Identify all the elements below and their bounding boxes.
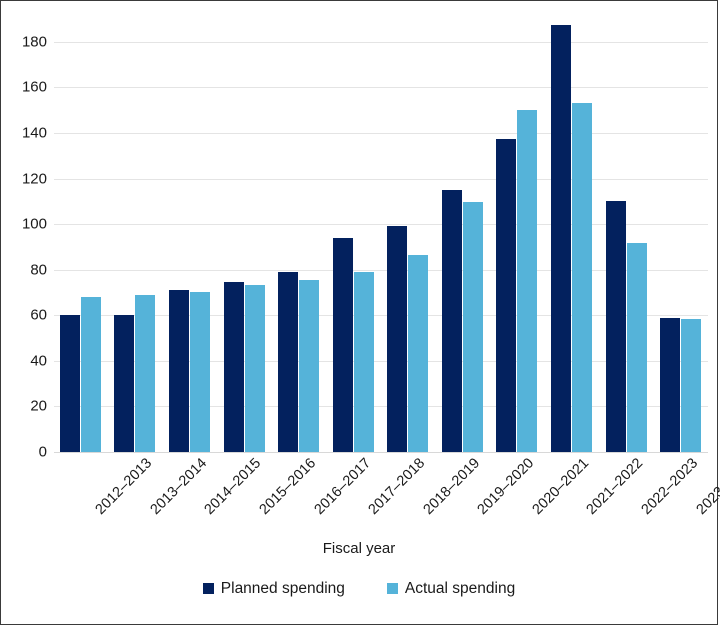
bar-group <box>544 19 599 452</box>
bar-planned-spending[interactable] <box>168 290 189 452</box>
plot-area <box>53 19 708 453</box>
bar-planned-spending[interactable] <box>387 226 408 452</box>
bar-planned-spending[interactable] <box>441 189 462 452</box>
x-axis-tick-cell: 2021–2022 <box>544 452 647 532</box>
bar-groups <box>53 19 708 452</box>
legend-label: Actual spending <box>404 580 516 597</box>
bar-group <box>162 19 217 452</box>
gridlines <box>53 19 708 453</box>
legend-swatch-icon <box>386 583 398 595</box>
x-axis-tick-cell: 2022–2023 <box>599 452 702 532</box>
bar-planned-spending[interactable] <box>550 24 571 452</box>
bar-group <box>435 19 490 452</box>
gridline <box>53 452 708 453</box>
y-axis-tick-label: 140 <box>21 124 47 142</box>
y-axis-tick-label: 40 <box>30 352 47 370</box>
chart-legend: Planned spending Actual spending <box>1 581 717 597</box>
gridline <box>53 224 708 226</box>
y-axis-tick-label: 0 <box>38 443 47 461</box>
bar-group <box>53 19 108 452</box>
gridline <box>53 360 708 362</box>
y-axis-tick-label: 120 <box>21 170 47 188</box>
bar-group <box>217 19 272 452</box>
bar-planned-spending[interactable] <box>114 315 135 452</box>
x-axis-tick-cell: 2023–2024 <box>653 452 720 532</box>
legend-label: Planned spending <box>220 580 345 597</box>
x-axis-tick-label: 2023–2024 <box>693 455 720 518</box>
y-axis-tick-label: 20 <box>30 397 47 415</box>
gridline <box>53 269 708 271</box>
bar-planned-spending[interactable] <box>223 282 244 452</box>
bar-planned-spending[interactable] <box>278 271 299 452</box>
gridline <box>53 406 708 408</box>
gridline <box>53 315 708 317</box>
legend-item[interactable]: Planned spending <box>202 580 345 597</box>
y-axis-tick-label: 160 <box>21 78 47 96</box>
bar-planned-spending[interactable] <box>496 138 517 452</box>
y-axis-tick-label: 180 <box>21 33 47 51</box>
bar-planned-spending[interactable] <box>605 201 626 452</box>
gridline <box>53 87 708 89</box>
bar-group <box>599 19 654 452</box>
bar-planned-spending[interactable] <box>59 315 80 452</box>
bar-actual-spending[interactable] <box>462 202 483 452</box>
x-axis-tick-labels: 2012–2013 2013–2014 2014–2015 2015–2016 2016… <box>53 452 720 532</box>
bar-planned-spending[interactable] <box>332 237 353 452</box>
x-axis-tick-cell: 2013–2014 <box>108 452 210 532</box>
gridline <box>53 41 708 43</box>
y-axis-tick-labels: 0 20 40 60 80 100 120 140 160 180 <box>1 19 47 459</box>
bar-actual-spending[interactable] <box>681 318 702 452</box>
x-axis-tick-cell: 2020–2021 <box>490 452 592 532</box>
gridline <box>53 132 708 134</box>
bar-group <box>380 19 435 452</box>
legend-swatch-icon <box>202 583 214 595</box>
x-axis-tick-cell: 2012–2013 <box>53 452 156 532</box>
x-axis-title: Fiscal year <box>322 540 396 557</box>
x-axis-tick-cell: 2014–2015 <box>162 452 265 532</box>
bar-actual-spending[interactable] <box>517 110 538 452</box>
bar-group <box>271 19 326 452</box>
bar-actual-spending[interactable] <box>135 294 156 452</box>
x-axis-tick-cell: 2019–2020 <box>435 452 538 532</box>
bar-actual-spending[interactable] <box>80 297 101 452</box>
bar-planned-spending[interactable] <box>660 317 681 452</box>
y-axis-tick-label: 60 <box>30 306 47 324</box>
gridline <box>53 178 708 180</box>
bar-group <box>326 19 381 452</box>
y-axis-tick-label: 80 <box>30 261 47 279</box>
y-axis-tick-label: 100 <box>21 215 47 233</box>
legend-item[interactable]: Actual spending <box>386 580 516 597</box>
x-axis-tick-cell: 2015–2016 <box>217 452 320 532</box>
bar-actual-spending[interactable] <box>244 284 265 452</box>
bar-actual-spending[interactable] <box>299 279 320 452</box>
y-axis-line <box>53 19 54 453</box>
bar-actual-spending[interactable] <box>571 103 592 452</box>
bar-group <box>653 19 708 452</box>
bar-actual-spending[interactable] <box>626 243 647 452</box>
bar-actual-spending[interactable] <box>408 254 429 452</box>
x-axis-tick-cell: 2016–2017 <box>271 452 374 532</box>
x-axis-tick-cell: 2017–2018 <box>326 452 429 532</box>
bar-actual-spending[interactable] <box>353 271 374 452</box>
bar-actual-spending[interactable] <box>189 292 210 452</box>
x-axis-tick-cell: 2018–2019 <box>380 452 483 532</box>
bar-group <box>490 19 545 452</box>
bar-group <box>108 19 163 452</box>
